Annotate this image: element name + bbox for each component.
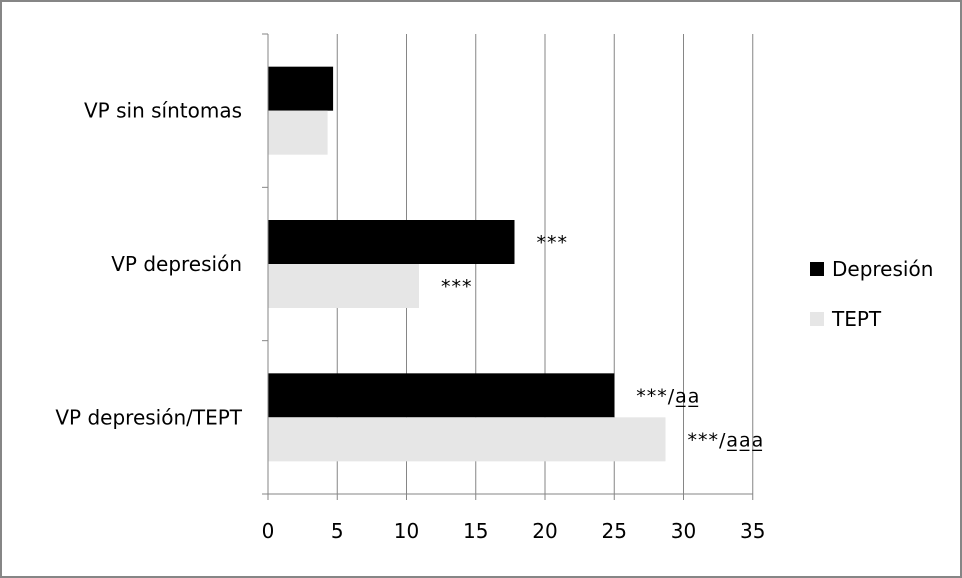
bar-depresion [268, 66, 334, 111]
legend: Depresión TEPT [810, 257, 933, 331]
bar-tept [268, 264, 419, 308]
significance-annotation: ***/a̲a̲ [636, 385, 700, 407]
category-labels: VP sin síntomas VP depresión VP depresión/… [55, 99, 242, 430]
x-tick-label: 5 [331, 519, 344, 543]
x-tick-label: 0 [262, 519, 275, 543]
bar-depresion [268, 373, 615, 418]
legend-label: TEPT [831, 307, 882, 331]
x-tick-label: 20 [532, 519, 557, 543]
significance-annotation: *** [441, 276, 473, 298]
category-label: VP depresión/TEPT [55, 405, 242, 429]
x-tick-label: 35 [740, 519, 765, 543]
annotations: *** *** ***/a̲a̲ ***/a̲a̲a̲ [441, 232, 764, 451]
bar-depresion [268, 220, 515, 264]
bars [268, 66, 666, 462]
significance-annotation: *** [537, 232, 569, 254]
legend-swatch [810, 312, 824, 326]
x-tick-label: 10 [394, 519, 419, 543]
legend-swatch [810, 262, 824, 276]
category-label: VP depresión [111, 252, 242, 276]
axes [262, 33, 754, 500]
x-tick-label: 25 [602, 519, 627, 543]
significance-annotation: ***/a̲a̲a̲ [687, 429, 764, 451]
bar-tept [268, 417, 666, 462]
x-tick-label: 15 [463, 519, 488, 543]
legend-label: Depresión [832, 257, 933, 281]
tick-labels: 0 5 10 15 20 25 30 35 [262, 519, 766, 543]
category-label: VP sin síntomas [84, 99, 242, 123]
bar-tept [268, 110, 328, 155]
x-tick-label: 30 [671, 519, 696, 543]
